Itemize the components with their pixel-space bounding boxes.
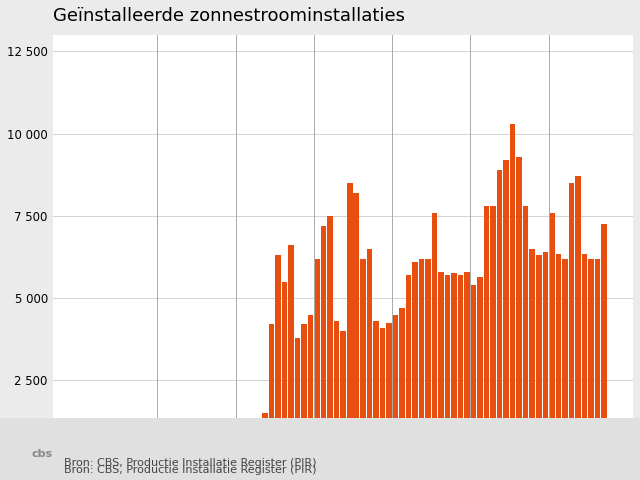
- Bar: [301, 324, 307, 463]
- Bar: [477, 277, 483, 463]
- Bar: [86, 459, 92, 463]
- Bar: [425, 259, 431, 463]
- Bar: [223, 455, 228, 463]
- Bar: [334, 321, 339, 463]
- Text: Geïnstalleerde zonnestroominstallaties: Geïnstalleerde zonnestroominstallaties: [53, 7, 405, 25]
- Bar: [347, 183, 353, 463]
- Bar: [536, 255, 541, 463]
- Bar: [438, 272, 444, 463]
- Bar: [568, 183, 574, 463]
- Bar: [328, 216, 333, 463]
- Bar: [288, 245, 294, 463]
- Bar: [380, 328, 385, 463]
- Bar: [210, 454, 216, 463]
- Bar: [432, 213, 437, 463]
- Bar: [340, 331, 346, 463]
- Bar: [601, 224, 607, 463]
- Bar: [575, 176, 580, 463]
- Bar: [295, 337, 300, 463]
- Bar: [321, 226, 326, 463]
- Bar: [191, 456, 196, 463]
- Bar: [132, 458, 138, 463]
- Bar: [145, 458, 150, 463]
- Bar: [582, 254, 587, 463]
- Bar: [406, 275, 411, 463]
- Text: Bron: CBS, Productie Installatie Register (PIR): Bron: CBS, Productie Installatie Registe…: [64, 465, 317, 475]
- Bar: [367, 249, 372, 463]
- Bar: [399, 308, 404, 463]
- Bar: [451, 274, 457, 463]
- Bar: [138, 458, 144, 463]
- Bar: [197, 455, 203, 463]
- Bar: [556, 254, 561, 463]
- Bar: [588, 259, 594, 463]
- Bar: [504, 160, 509, 463]
- Bar: [360, 259, 365, 463]
- Bar: [497, 170, 502, 463]
- Bar: [93, 458, 99, 463]
- Bar: [510, 124, 515, 463]
- Bar: [490, 206, 496, 463]
- Bar: [262, 413, 268, 463]
- Bar: [256, 420, 261, 463]
- Bar: [549, 213, 555, 463]
- Bar: [249, 440, 255, 463]
- Bar: [516, 156, 522, 463]
- Bar: [236, 454, 242, 463]
- Bar: [119, 459, 124, 463]
- Bar: [314, 259, 320, 463]
- Bar: [80, 458, 85, 463]
- Bar: [177, 457, 183, 463]
- Bar: [275, 255, 281, 463]
- Bar: [269, 324, 275, 463]
- Bar: [152, 458, 157, 463]
- Bar: [412, 262, 418, 463]
- Bar: [230, 454, 235, 463]
- Bar: [484, 206, 490, 463]
- Bar: [595, 259, 600, 463]
- Bar: [464, 272, 470, 463]
- Bar: [543, 252, 548, 463]
- Bar: [392, 314, 398, 463]
- Bar: [158, 458, 163, 463]
- Text: Bron: CBS, Productie Installatie Register (PIR): Bron: CBS, Productie Installatie Registe…: [64, 458, 317, 468]
- Bar: [184, 456, 189, 463]
- Bar: [106, 458, 111, 463]
- Bar: [125, 458, 131, 463]
- Bar: [164, 457, 170, 463]
- Bar: [471, 285, 476, 463]
- Bar: [353, 193, 359, 463]
- Bar: [112, 458, 118, 463]
- Bar: [386, 323, 392, 463]
- Bar: [373, 321, 379, 463]
- Bar: [523, 206, 529, 463]
- Bar: [445, 275, 451, 463]
- Bar: [308, 314, 314, 463]
- Bar: [204, 454, 209, 463]
- Bar: [282, 282, 287, 463]
- Bar: [562, 259, 568, 463]
- Bar: [243, 454, 248, 463]
- Bar: [458, 275, 463, 463]
- Bar: [419, 259, 424, 463]
- Bar: [171, 458, 177, 463]
- Bar: [529, 249, 535, 463]
- Bar: [216, 455, 222, 463]
- Bar: [99, 458, 105, 463]
- Text: cbs: cbs: [32, 449, 53, 458]
